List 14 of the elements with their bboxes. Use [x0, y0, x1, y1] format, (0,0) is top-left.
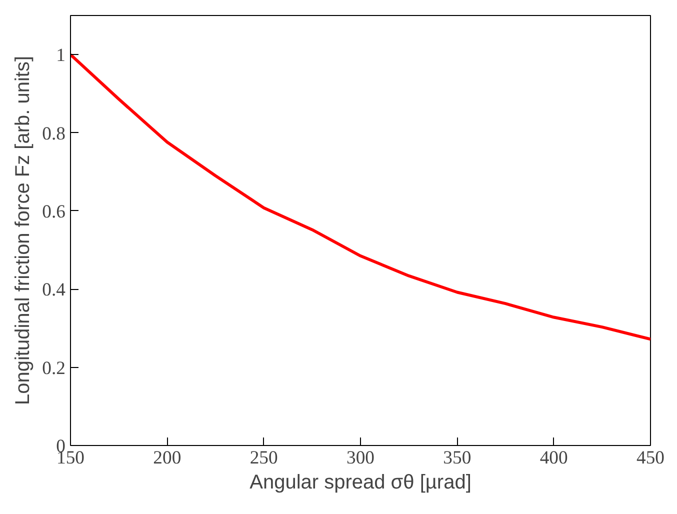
line-series [70, 53, 650, 341]
y-axis-title: Longitudinal friction force Fz [arb. units] [12, 56, 34, 406]
y-tick-label: 0.6 [42, 201, 66, 222]
y-tick-label: 0.2 [42, 358, 66, 379]
y-tick-label: 0.8 [42, 123, 66, 144]
x-tick-label: 450 [636, 448, 664, 468]
x-axis-title: Angular spread σθ [µrad] [250, 472, 472, 494]
x-tick-label: 300 [346, 448, 374, 468]
x-tick-label: 250 [250, 448, 278, 468]
y-tick-label: 0.4 [42, 280, 66, 301]
x-tick-label: 400 [540, 448, 568, 468]
x-tick-label: 350 [443, 448, 472, 468]
y-tick-label: 1 [56, 45, 66, 66]
x-tick-label: 200 [153, 448, 182, 468]
